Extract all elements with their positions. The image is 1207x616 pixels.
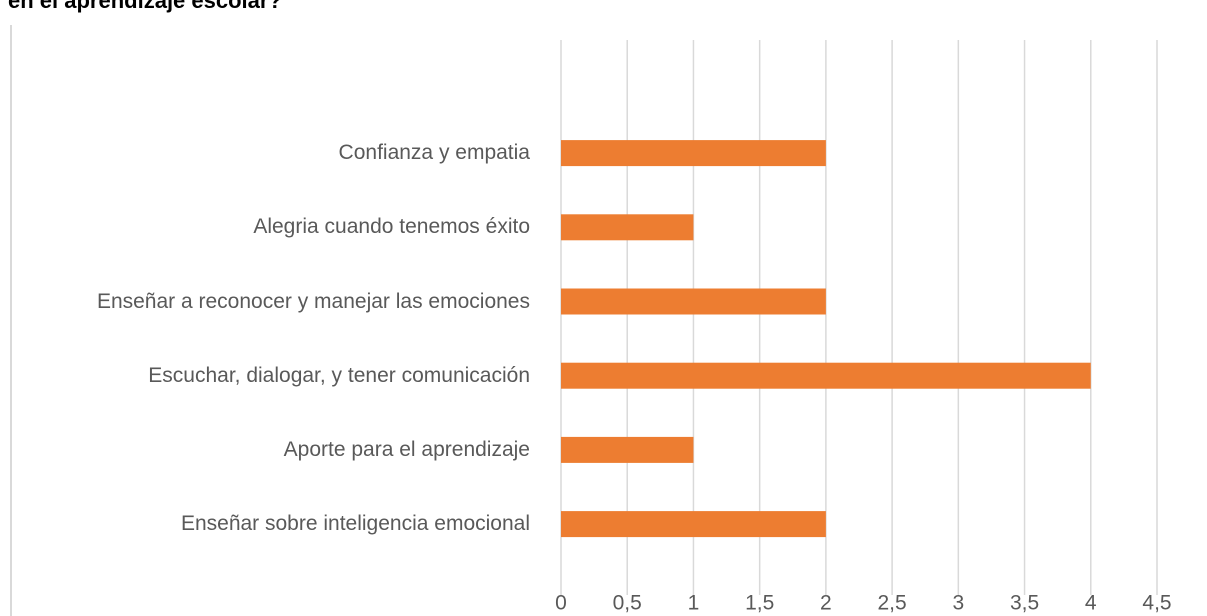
x-tick-label: 1 bbox=[688, 592, 700, 615]
bar bbox=[561, 436, 694, 463]
y-tick-label: Alegria cuando tenemos éxito bbox=[253, 215, 530, 239]
x-tick-label: 0,5 bbox=[613, 592, 642, 615]
bar bbox=[561, 288, 826, 315]
bar bbox=[561, 214, 694, 241]
bar bbox=[561, 511, 826, 538]
x-tick-label: 3 bbox=[952, 592, 964, 615]
x-tick-label: 0 bbox=[555, 592, 567, 615]
x-tick-label: 2 bbox=[820, 592, 832, 615]
x-tick-label: 2,5 bbox=[878, 592, 907, 615]
x-tick-label: 1,5 bbox=[745, 592, 774, 615]
y-tick-label: Confianza y empatia bbox=[338, 141, 530, 165]
bar bbox=[561, 140, 826, 167]
chart-title: en el aprendizaje escolar? bbox=[8, 0, 282, 13]
bar bbox=[561, 362, 1091, 389]
x-tick-label: 4 bbox=[1085, 592, 1097, 615]
x-tick-label: 3,5 bbox=[1010, 592, 1039, 615]
y-tick-label: Aporte para el aprendizaje bbox=[283, 437, 530, 461]
x-tick-label: 4,5 bbox=[1142, 592, 1171, 615]
y-tick-label: Enseñar a reconocer y manejar las emocio… bbox=[96, 289, 530, 313]
y-tick-label: Escuchar, dialogar, y tener comunicación bbox=[148, 363, 530, 387]
y-tick-label: Enseñar sobre inteligencia emocional bbox=[180, 512, 530, 536]
